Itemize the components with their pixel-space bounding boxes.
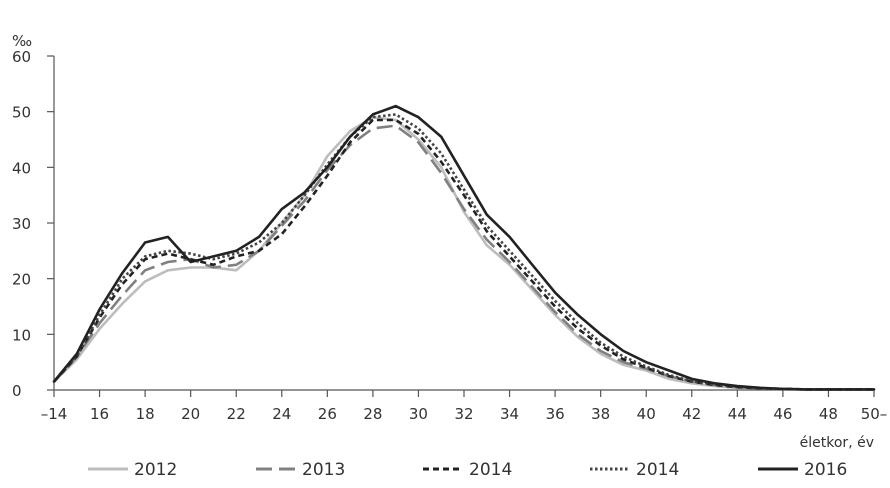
legend-label: 2014	[636, 460, 679, 480]
y-tick-label: 30	[12, 215, 31, 233]
y-tick-label: 10	[12, 326, 31, 344]
legend-item: 2016	[758, 460, 847, 480]
x-tick-label: 46	[773, 405, 792, 423]
x-tick-label: 44	[728, 405, 747, 423]
legend-label: 2013	[302, 460, 345, 480]
x-tick-label: 30	[409, 405, 428, 423]
legend-label: 2014	[469, 460, 512, 480]
x-tick-label: –14	[41, 405, 68, 423]
series-line-5	[52, 104, 876, 391]
x-tick-label: 48	[819, 405, 838, 423]
x-ticks: –14 16 18 20 22 24 26 28 30 32 34 36 38 40 42 44 46 48 50–	[41, 390, 888, 423]
series-line-4	[53, 113, 874, 391]
y-tick-label: 50	[12, 104, 31, 122]
x-tick-label: 16	[90, 405, 109, 423]
x-tick-label: 36	[546, 405, 565, 423]
x-tick-label: 18	[136, 405, 155, 423]
x-tick-label: 22	[227, 405, 246, 423]
y-tick-label: 0	[12, 382, 22, 400]
x-tick-label: 20	[181, 405, 200, 423]
legend-label: 2016	[804, 460, 847, 480]
x-axis-title: életkor, év	[800, 435, 874, 451]
y-tick-label: 60	[12, 48, 31, 66]
series-line-3	[53, 118, 874, 391]
x-tick-label: 38	[591, 405, 610, 423]
legend-item: 2012	[88, 460, 177, 480]
x-tick-label: 24	[272, 405, 291, 423]
legend-item: 2014	[590, 460, 679, 480]
y-unit-label: ‰	[12, 32, 32, 50]
x-tick-label: 26	[318, 405, 337, 423]
series-lines	[52, 104, 876, 391]
x-tick-label: 28	[363, 405, 382, 423]
y-tick-label: 20	[12, 271, 31, 289]
y-ticks: 0 10 20 30 40 50 60	[12, 48, 54, 400]
legend-label: 2012	[134, 460, 177, 480]
legend-item: 2014	[423, 460, 512, 480]
x-tick-label: 42	[682, 405, 701, 423]
y-tick-label: 40	[12, 159, 31, 177]
x-tick-label: 34	[500, 405, 519, 423]
series-line-2	[53, 124, 874, 391]
x-tick-label: 40	[637, 405, 656, 423]
legend: 2012 2013 2014 2014 2016	[88, 460, 847, 480]
legend-item: 2013	[256, 460, 345, 480]
series-line-1	[52, 115, 876, 391]
x-tick-label: 50–	[861, 405, 888, 423]
x-tick-label: 32	[454, 405, 473, 423]
